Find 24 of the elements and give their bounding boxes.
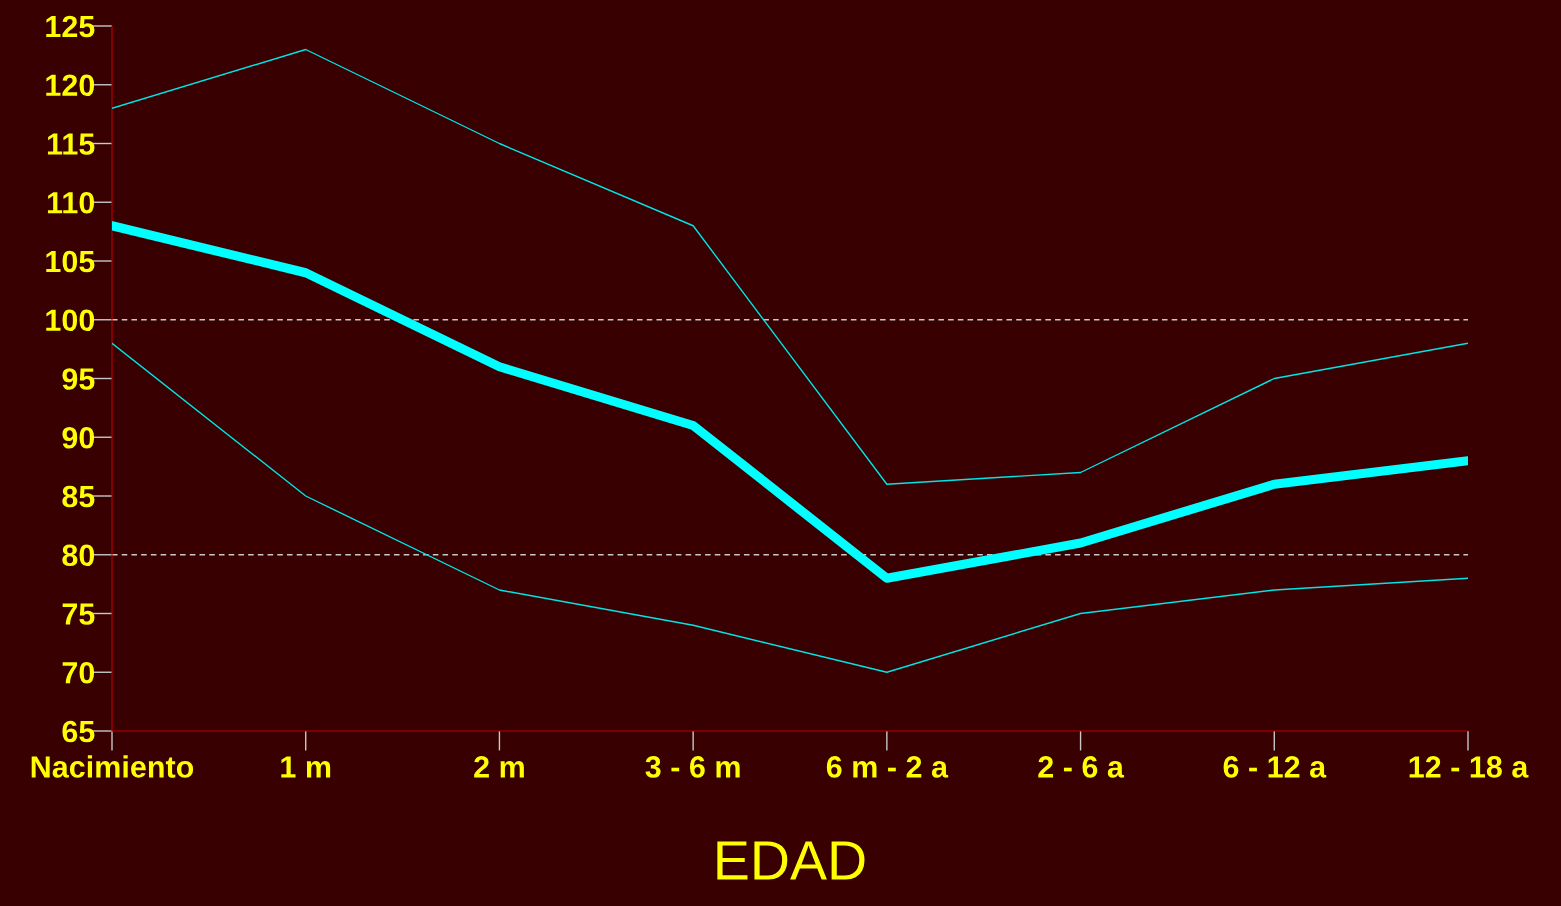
- y-tick-label: 90: [62, 426, 95, 449]
- line-series: [112, 48, 1468, 485]
- x-axis-title: EDAD: [717, 841, 865, 880]
- x-tick-label: 6 - 12 a: [1223, 756, 1327, 778]
- line-series: [112, 342, 1468, 673]
- y-tick-label: 120: [46, 74, 95, 97]
- y-tick-label: 75: [62, 603, 95, 625]
- y-tick-label: 100: [46, 309, 95, 332]
- y-tick-label: 95: [62, 368, 95, 390]
- y-tick-label: 125: [46, 15, 95, 38]
- y-tick-label: 115: [47, 133, 95, 155]
- x-tick-label: 1 m: [281, 756, 331, 778]
- x-tick-label: 12 - 18 a: [1409, 756, 1529, 778]
- x-tick-label: 2 - 6 a: [1038, 756, 1125, 778]
- x-tick-label: Nacimiento: [31, 755, 194, 778]
- y-tick-label: 110: [47, 191, 95, 214]
- x-tick-label: 6 m - 2 a: [826, 756, 949, 778]
- y-tick-label: 80: [62, 544, 95, 567]
- x-tick-label: 2 m: [474, 756, 524, 778]
- y-tick-label: 85: [62, 485, 95, 508]
- y-tick-label: 105: [46, 250, 95, 273]
- y-tick-label: 70: [62, 661, 95, 684]
- y-tick-label: 65: [62, 720, 95, 743]
- x-tick-label: 3 - 6 m: [645, 756, 740, 778]
